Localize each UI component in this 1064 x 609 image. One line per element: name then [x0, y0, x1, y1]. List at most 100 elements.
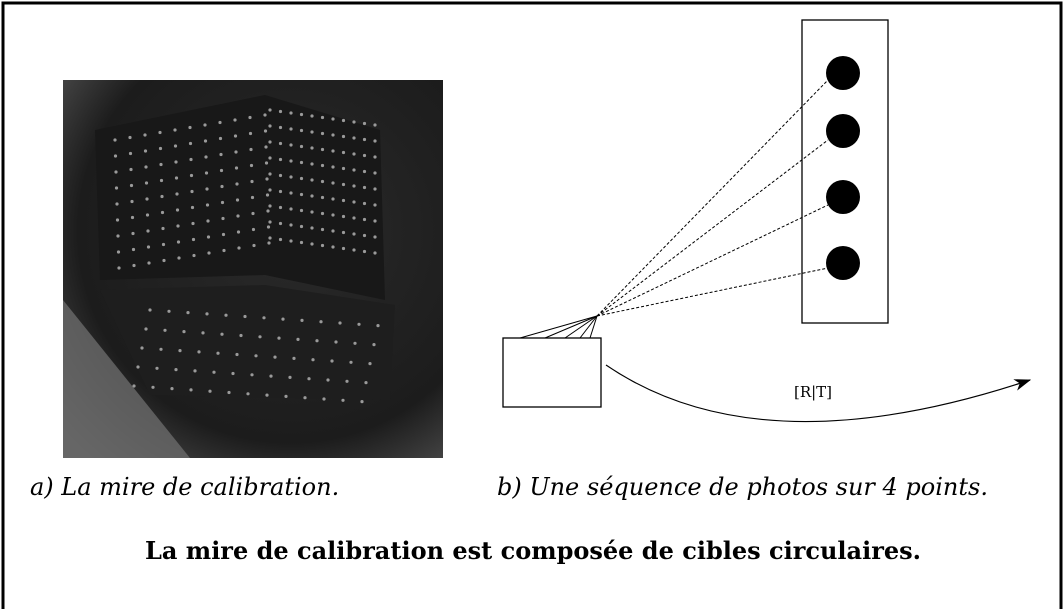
target-dot [160, 210, 165, 215]
target-dot [326, 378, 330, 382]
target-dot [146, 229, 150, 233]
target-point [826, 114, 860, 148]
target-dot [362, 137, 367, 142]
target-dot [289, 175, 293, 179]
target-dot [173, 144, 178, 148]
target-dot [174, 160, 178, 164]
target-dot [310, 178, 314, 182]
target-board [801, 19, 889, 324]
target-dot [221, 232, 226, 237]
target-dot [263, 129, 268, 133]
target-dot [162, 258, 166, 263]
target-dot [263, 113, 267, 117]
target-dot [299, 176, 304, 181]
target-dot [144, 165, 148, 169]
ray [519, 315, 598, 339]
target-dot [299, 208, 304, 213]
target-dot [362, 185, 367, 190]
target-dot [170, 387, 174, 391]
target-dot [373, 251, 377, 255]
target-dot [268, 188, 272, 192]
target-dot [132, 263, 136, 268]
target-dot [205, 203, 210, 207]
target-dot [299, 160, 304, 165]
target-dot [175, 208, 180, 212]
target-dot [131, 247, 136, 252]
target-dot [201, 331, 205, 335]
target-dot [352, 216, 356, 220]
target-dot [299, 240, 304, 245]
target-dot [205, 312, 209, 316]
target-dot [176, 224, 180, 228]
target-dot [322, 397, 326, 401]
target-dot [116, 234, 120, 238]
target-dot [248, 115, 252, 120]
target-dot [289, 207, 293, 211]
target-dot [252, 243, 256, 248]
target-dot [192, 253, 196, 258]
target-dot [288, 375, 292, 379]
target-dot [284, 394, 288, 398]
target-dot [177, 256, 181, 260]
target-dot [278, 173, 283, 178]
target-dot [310, 162, 314, 166]
target-dot [299, 224, 304, 229]
target-dot [289, 239, 293, 243]
target-dot [373, 123, 377, 127]
target-dot [234, 150, 238, 154]
target-dot [193, 369, 197, 373]
target-dot [310, 194, 314, 198]
ray [596, 267, 829, 317]
target-dot [289, 143, 293, 147]
target-dot [176, 240, 181, 244]
target-dot [222, 248, 226, 253]
target-dot [268, 236, 272, 240]
target-dot [268, 140, 272, 144]
target-dot [331, 165, 335, 169]
target-dot [220, 332, 224, 336]
target-dot [258, 335, 262, 339]
camera [502, 337, 602, 408]
ray [596, 139, 829, 317]
target-dot [116, 250, 121, 254]
target-dot [300, 318, 304, 322]
target-dot [191, 237, 196, 242]
target-dot [319, 320, 323, 324]
target-floor [100, 285, 395, 400]
target-dot [310, 146, 314, 150]
target-dot [307, 377, 311, 381]
camera-rays [519, 315, 598, 339]
target-dot [334, 340, 338, 344]
target-dot [218, 136, 223, 141]
target-dot [299, 112, 304, 117]
target-dot [331, 181, 335, 185]
target-dot [197, 350, 201, 354]
ray [596, 204, 829, 317]
target-dot [268, 204, 272, 208]
target-dot [320, 243, 325, 248]
target-dot [320, 179, 325, 184]
ray [579, 315, 598, 339]
target-dot [310, 130, 314, 134]
target-dot [128, 151, 133, 156]
target-dot [265, 193, 270, 197]
target-dot [220, 184, 224, 189]
rays [596, 79, 829, 317]
calibration-photo [63, 80, 443, 458]
target-dot [205, 187, 209, 191]
target-dot [278, 221, 283, 226]
target-dot [278, 125, 283, 130]
target-dot [331, 213, 335, 217]
target-dot [231, 371, 235, 376]
target-dot [362, 169, 367, 174]
target-dot [221, 216, 225, 221]
target-dot [341, 398, 345, 402]
target-dot [331, 229, 335, 233]
transform-label: [R|T] [794, 383, 832, 401]
target-dot [235, 198, 240, 202]
target-dot [310, 242, 314, 246]
target-dot [161, 242, 166, 247]
target-dot [130, 215, 135, 220]
